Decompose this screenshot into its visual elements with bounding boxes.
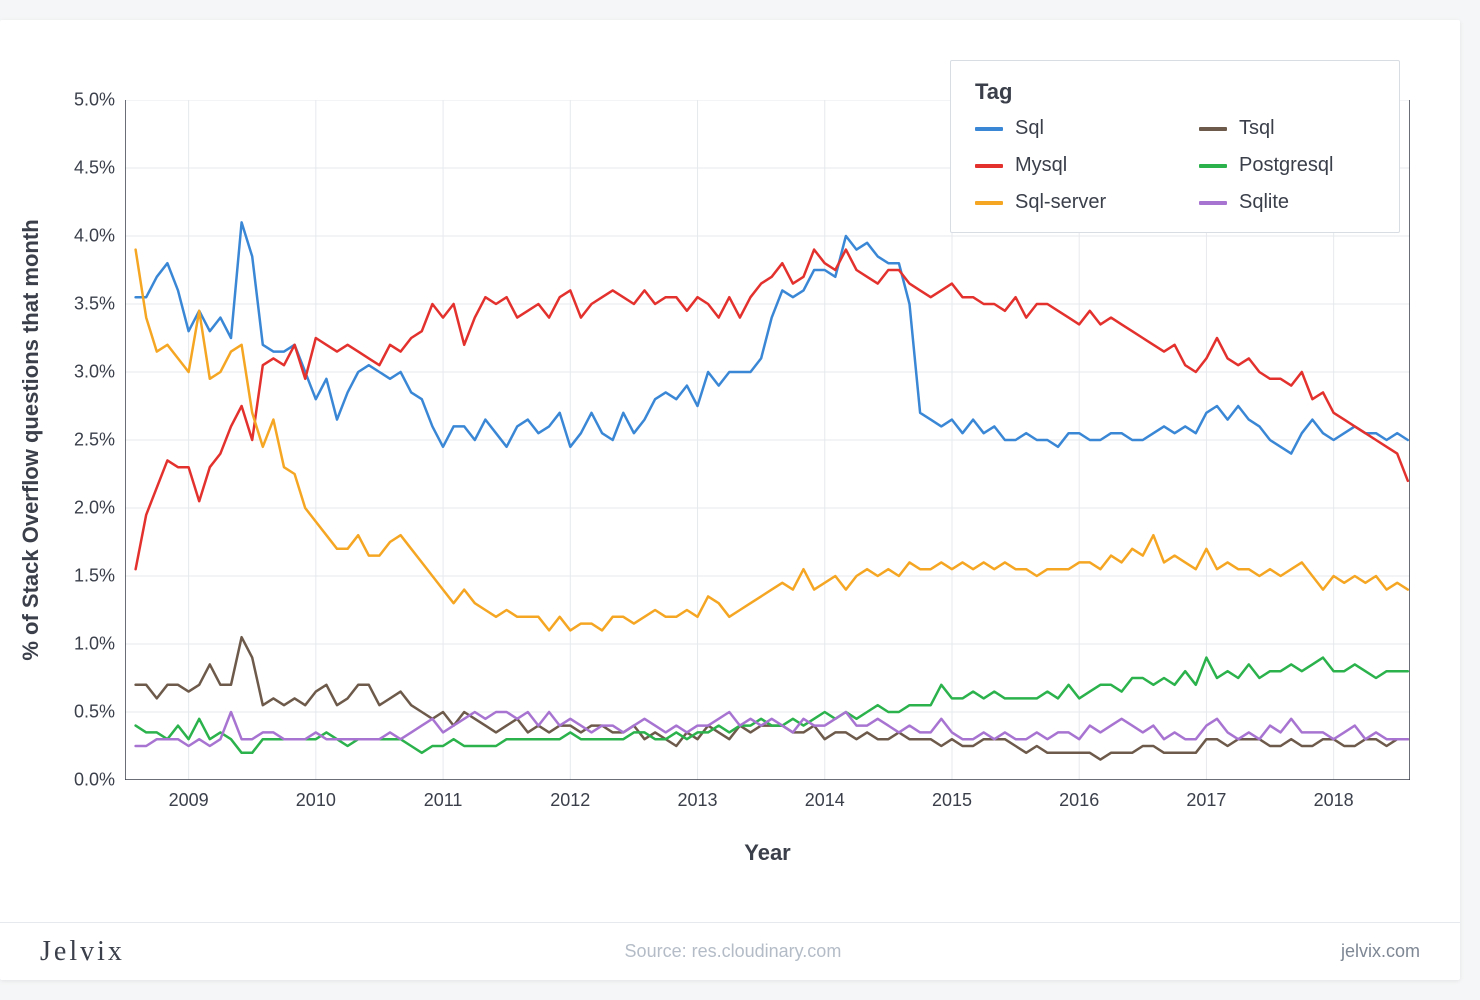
x-tick-label: 2012 <box>530 790 610 811</box>
legend-swatch <box>975 201 1003 205</box>
x-tick-label: 2015 <box>912 790 992 811</box>
x-tick-label: 2014 <box>785 790 865 811</box>
legend-label: Tsql <box>1239 117 1275 140</box>
footer: Jelvix Source: res.cloudinary.com jelvix… <box>0 922 1460 980</box>
y-tick-label: 0.5% <box>45 702 115 723</box>
y-tick-label: 5.0% <box>45 90 115 111</box>
footer-source-prefix: Source: <box>625 941 692 961</box>
legend-box: Tag Sql Tsql Mysql Postgresql Sql-server Sqli… <box>950 60 1400 233</box>
legend-item-sql-server: Sql-server <box>975 191 1149 214</box>
legend-swatch <box>975 164 1003 168</box>
legend-swatch <box>1199 127 1227 131</box>
legend-label: Sql-server <box>1015 191 1106 214</box>
chart-card: % of Stack Overflow questions that month… <box>0 20 1460 980</box>
y-tick-label: 2.0% <box>45 498 115 519</box>
legend-item-postgresql: Postgresql <box>1199 154 1373 177</box>
y-axis-title: % of Stack Overflow questions that month <box>18 100 44 780</box>
x-tick-label: 2010 <box>276 790 356 811</box>
legend-item-sql: Sql <box>975 117 1149 140</box>
legend-item-sqlite: Sqlite <box>1199 191 1373 214</box>
y-tick-label: 3.5% <box>45 294 115 315</box>
legend-title: Tag <box>975 79 1373 105</box>
legend-swatch <box>1199 164 1227 168</box>
x-tick-label: 2011 <box>403 790 483 811</box>
legend-swatch <box>975 127 1003 131</box>
legend-item-tsql: Tsql <box>1199 117 1373 140</box>
legend-label: Sqlite <box>1239 191 1289 214</box>
series-line-mysql <box>136 250 1408 570</box>
x-axis-title: Year <box>125 840 1410 866</box>
legend-swatch <box>1199 201 1227 205</box>
footer-source: Source: res.cloudinary.com <box>625 941 842 962</box>
y-tick-label: 3.0% <box>45 362 115 383</box>
legend-label: Sql <box>1015 117 1044 140</box>
y-tick-label: 4.5% <box>45 158 115 179</box>
x-tick-label: 2018 <box>1294 790 1374 811</box>
series-line-tsql <box>136 637 1408 759</box>
legend-item-mysql: Mysql <box>975 154 1149 177</box>
y-tick-label: 2.5% <box>45 430 115 451</box>
footer-source-value: res.cloudinary.com <box>692 941 842 961</box>
x-tick-label: 2017 <box>1166 790 1246 811</box>
y-tick-label: 1.5% <box>45 566 115 587</box>
y-tick-label: 1.0% <box>45 634 115 655</box>
x-tick-label: 2009 <box>149 790 229 811</box>
footer-url: jelvix.com <box>1341 941 1420 962</box>
legend-label: Postgresql <box>1239 154 1334 177</box>
legend-label: Mysql <box>1015 154 1067 177</box>
footer-brand: Jelvix <box>40 936 125 968</box>
x-tick-label: 2013 <box>658 790 738 811</box>
y-tick-label: 4.0% <box>45 226 115 247</box>
series-line-sqlite <box>136 712 1408 746</box>
x-tick-label: 2016 <box>1039 790 1119 811</box>
y-tick-label: 0.0% <box>45 770 115 791</box>
